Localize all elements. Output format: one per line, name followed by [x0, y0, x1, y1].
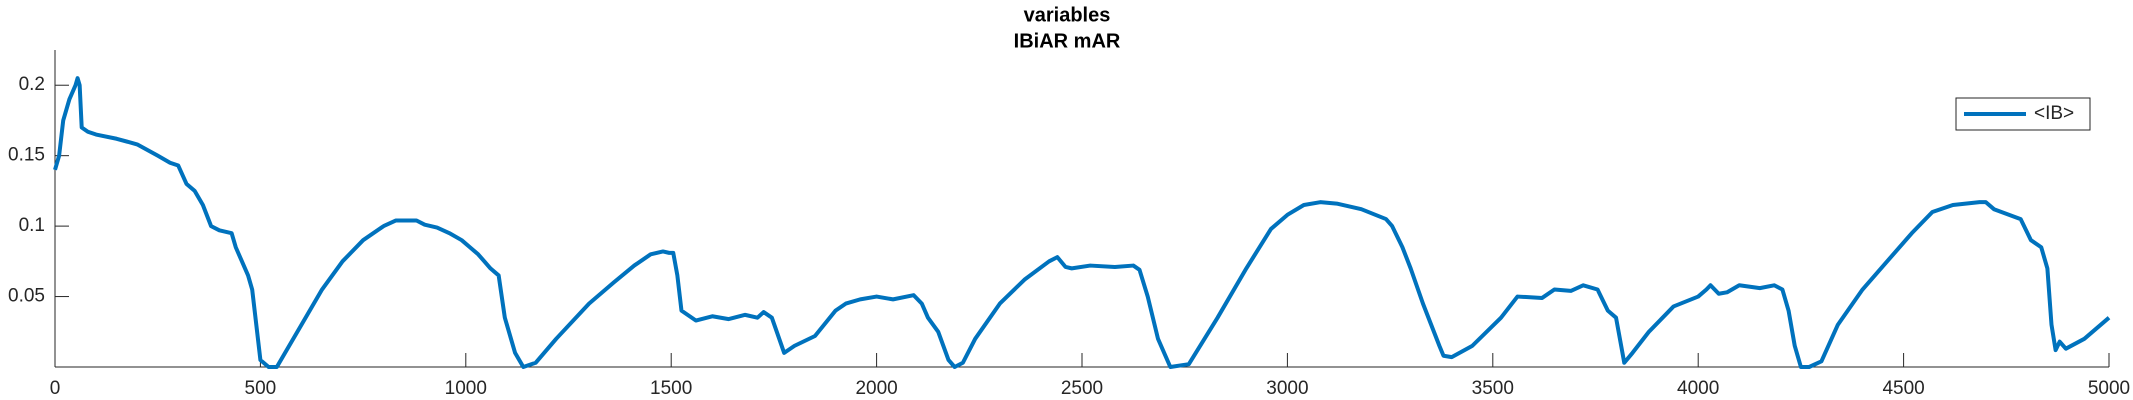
x-tick-label: 4000	[1677, 378, 1719, 399]
x-tick-label: 2000	[855, 378, 897, 399]
chart-title: variables	[1024, 4, 1111, 26]
data-line	[53, 76, 2111, 369]
y-tick-label: 0.05	[8, 286, 45, 307]
y-tick-label: 0.1	[19, 215, 45, 236]
x-tick-label: 500	[245, 378, 277, 399]
x-tick-label: 2500	[1061, 378, 1103, 399]
x-tick-label: 1500	[650, 378, 692, 399]
x-tick-label: 1000	[445, 378, 487, 399]
x-tick-label: 0	[50, 378, 61, 399]
x-tick-label: 3000	[1266, 378, 1308, 399]
x-tick-label: 5000	[2088, 378, 2130, 399]
y-tick-label: 0.15	[8, 145, 45, 166]
x-tick-label: 4500	[1882, 378, 1924, 399]
y-tick-label: 0.2	[19, 74, 45, 95]
x-tick-label: 3500	[1472, 378, 1514, 399]
chart-subtitle: IBiAR mAR	[1014, 30, 1121, 52]
legend-label: <IB>	[2034, 103, 2074, 124]
